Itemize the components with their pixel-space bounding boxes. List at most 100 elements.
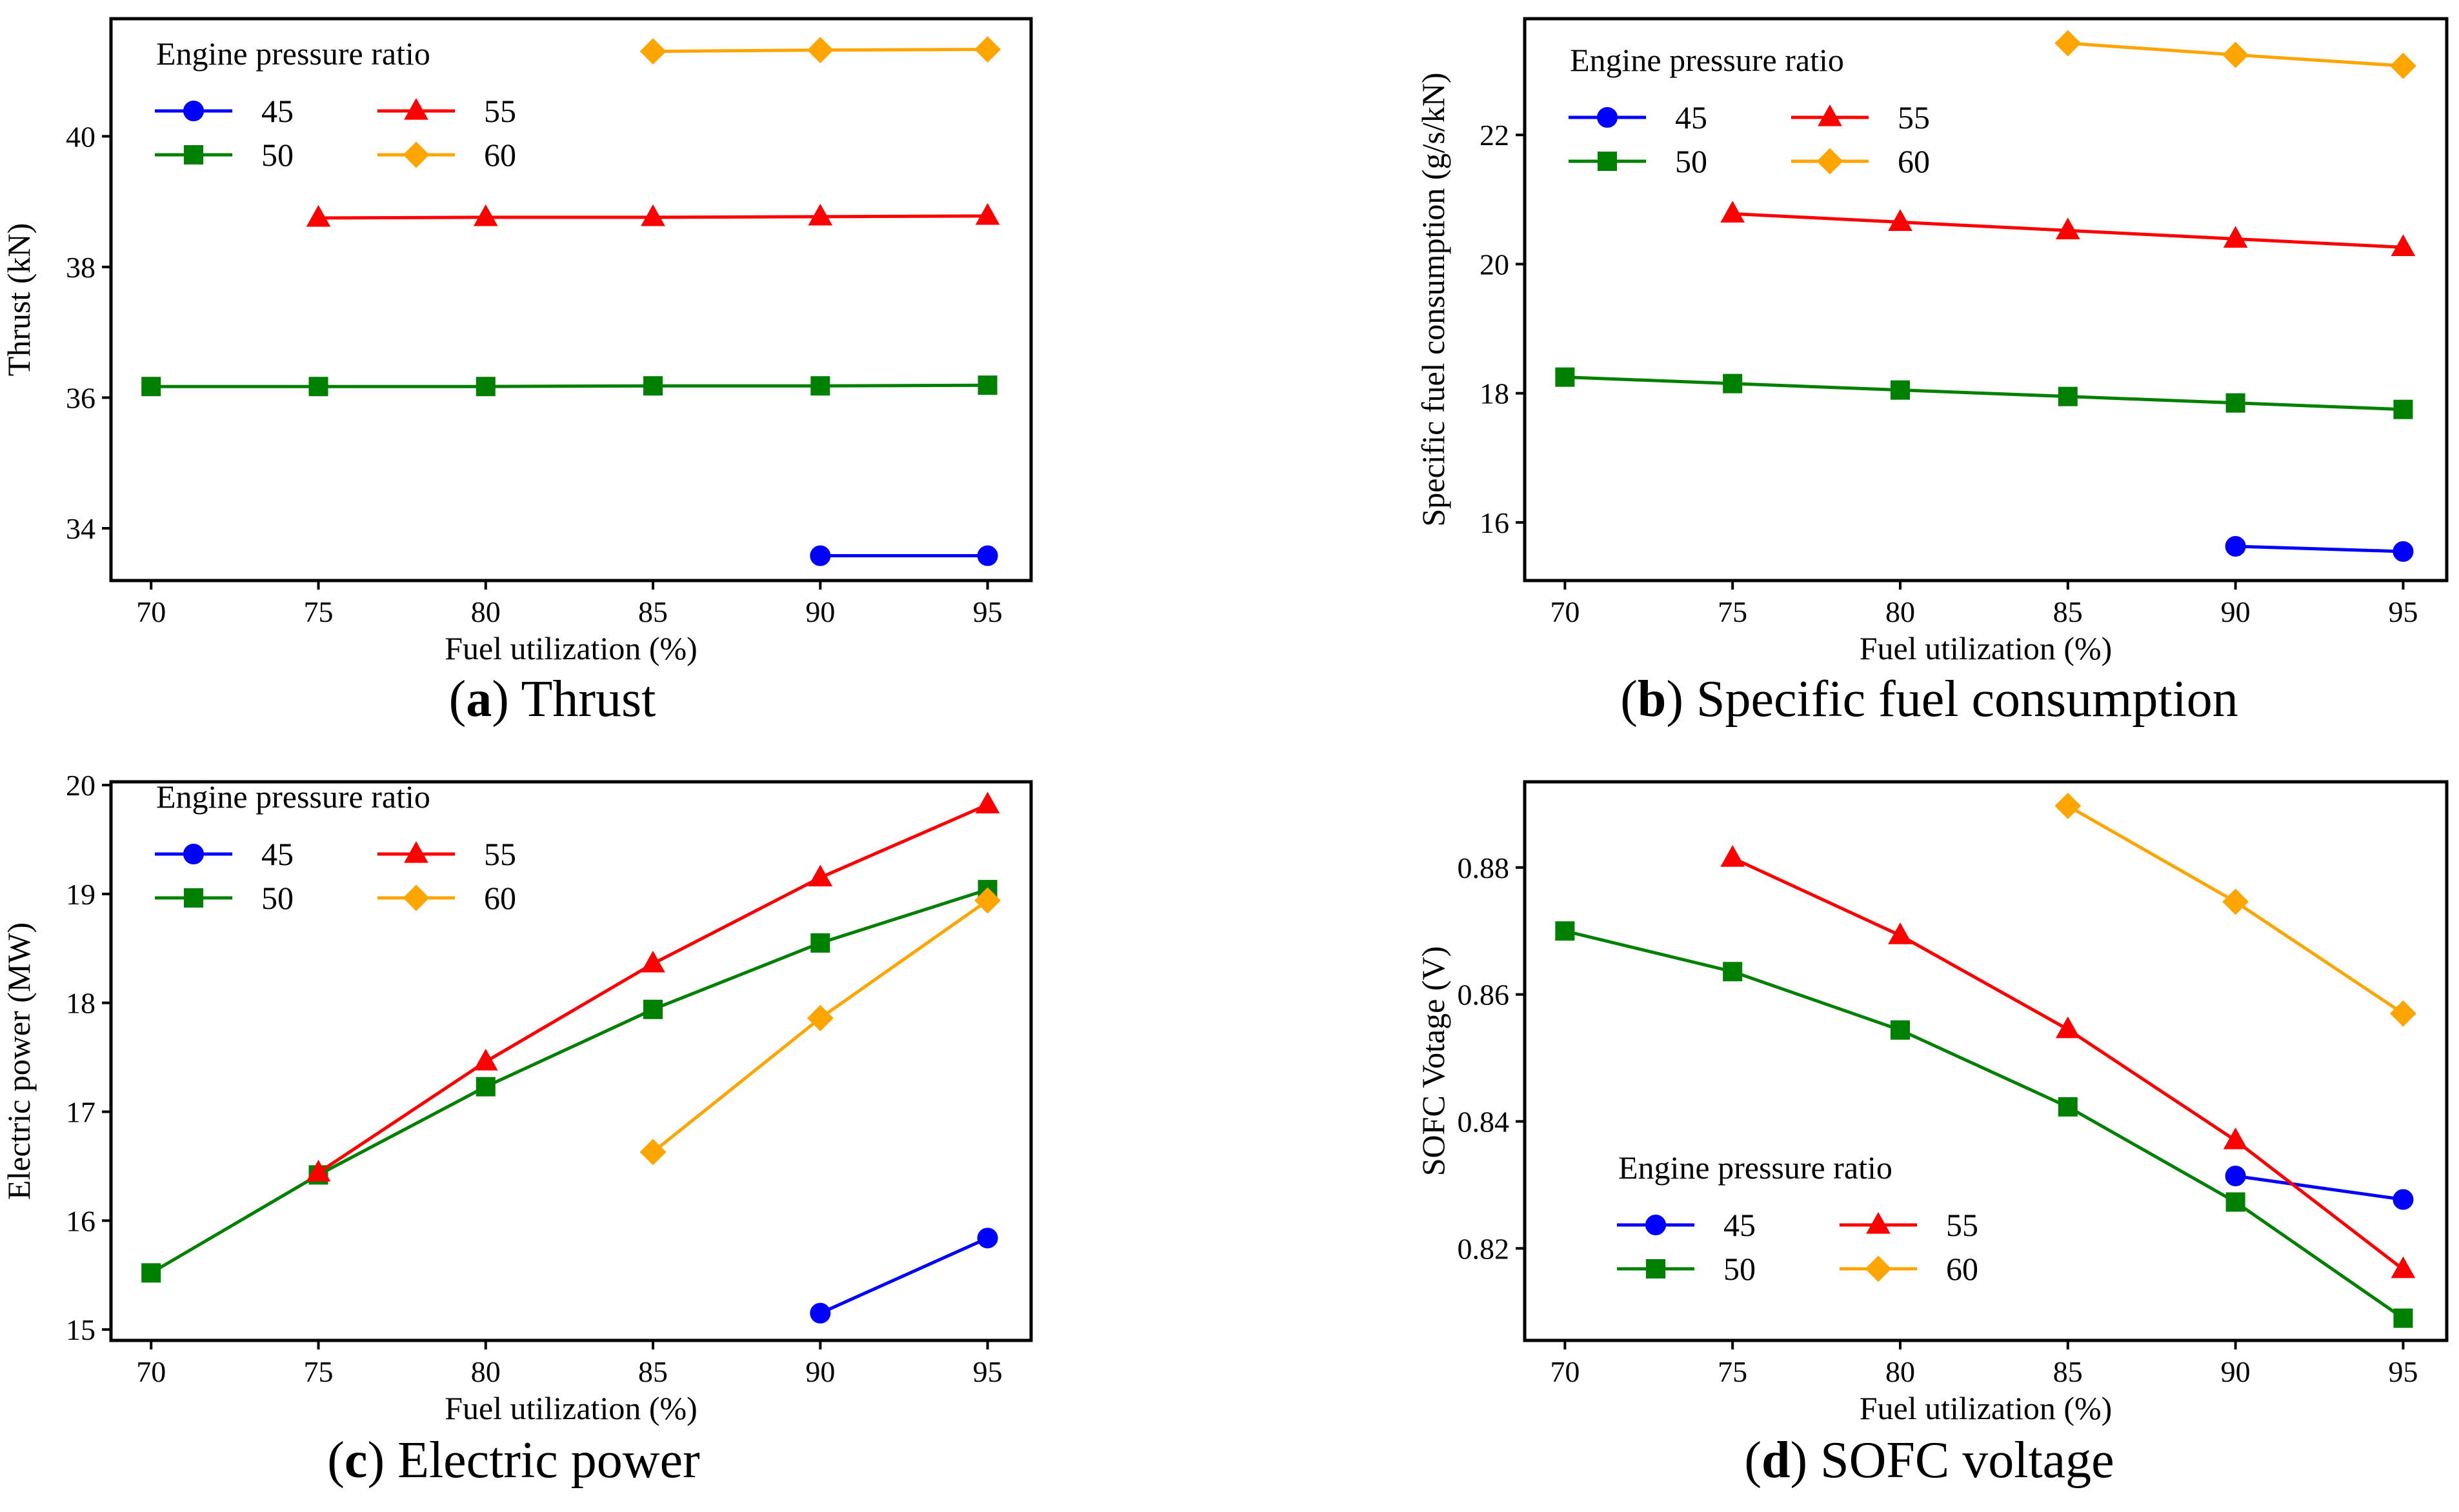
caption-text: Thrust — [521, 671, 656, 728]
data-point-50 — [476, 1077, 496, 1097]
legend-label: 55 — [1946, 1207, 1978, 1243]
data-point-55 — [808, 203, 833, 226]
caption-open-paren: ( — [327, 1432, 345, 1489]
x-axis-title: Fuel utilization (%) — [1860, 1390, 2113, 1426]
legend-marker — [1865, 1255, 1892, 1282]
x-tick-label: 95 — [973, 1355, 1003, 1388]
x-tick-label: 70 — [1550, 1355, 1580, 1388]
caption-open-paren: ( — [449, 671, 467, 728]
caption-letter: b — [1638, 671, 1667, 728]
panel-caption: (a) Thrust — [449, 671, 656, 728]
y-tick-label: 16 — [66, 1204, 95, 1237]
data-point-55 — [2223, 226, 2248, 248]
x-tick-label: 85 — [2053, 1355, 2083, 1388]
chart-panel-c: 70 75 80 85 90 95 15 16 17 18 19 20 Fuel utilization… — [1, 769, 1033, 1489]
series-line-55 — [1732, 856, 2404, 1271]
data-point-55 — [1888, 922, 1912, 944]
x-tick-label: 95 — [973, 595, 1003, 628]
series-50 — [141, 375, 998, 397]
x-tick-label: 80 — [471, 1355, 501, 1388]
data-point-55 — [473, 204, 498, 226]
data-point-50 — [1723, 962, 1743, 982]
data-point-55 — [641, 204, 665, 226]
panel-caption: (d) SOFC voltage — [1744, 1432, 2114, 1489]
data-point-60 — [807, 1004, 834, 1031]
caption-close-paren: ) — [492, 671, 521, 728]
legend-label: 60 — [484, 137, 516, 173]
y-tick-label: 0.88 — [1458, 851, 1510, 884]
legend-marker — [1818, 104, 1842, 126]
legend-label: 55 — [484, 93, 516, 129]
legend-label: 50 — [261, 137, 294, 173]
x-tick-label: 95 — [2388, 1355, 2418, 1388]
data-point-50 — [643, 999, 663, 1019]
y-tick-label: 18 — [1480, 377, 1509, 410]
legend-entry-45: 45 — [1617, 1207, 1756, 1243]
legend-entry-50: 50 — [155, 880, 294, 916]
y-tick-label: 16 — [1480, 506, 1509, 539]
x-tick-label: 90 — [805, 595, 835, 628]
data-point-55 — [1888, 209, 1912, 231]
caption-open-paren: ( — [1744, 1432, 1761, 1489]
legend-label: 60 — [484, 880, 516, 916]
data-point-55 — [2391, 1256, 2416, 1278]
data-point-60 — [2222, 888, 2249, 915]
data-point-55 — [2223, 1127, 2248, 1149]
series-45 — [2225, 1166, 2414, 1210]
data-point-50 — [643, 376, 663, 396]
y-tick-label: 22 — [1480, 119, 1509, 152]
series-45 — [810, 545, 998, 566]
data-point-50 — [308, 377, 328, 397]
legend-marker — [183, 844, 204, 864]
caption-text: Specific fuel consumption — [1696, 671, 2238, 728]
data-point-50 — [1555, 367, 1575, 387]
data-point-55 — [1720, 845, 1745, 867]
series-60 — [639, 887, 1001, 1166]
series-45 — [810, 1228, 998, 1324]
series-60 — [2054, 30, 2416, 79]
data-point-50 — [810, 933, 830, 953]
plot-frame — [109, 780, 1033, 1342]
legend-marker — [183, 101, 204, 121]
data-point-60 — [974, 887, 1001, 914]
legend-marker — [1645, 1215, 1666, 1235]
data-point-55 — [2056, 217, 2080, 239]
legend-title: Engine pressure ratio — [156, 779, 430, 815]
caption-close-paren: ) — [1666, 671, 1696, 728]
series-45 — [2225, 535, 2414, 562]
data-point-60 — [974, 36, 1001, 63]
data-point-55 — [975, 791, 1000, 814]
x-tick-label: 80 — [1885, 595, 1915, 628]
series-55 — [1720, 845, 2416, 1278]
y-tick-label: 40 — [66, 120, 95, 153]
caption-letter: d — [1761, 1432, 1791, 1489]
legend-entry-50: 50 — [1569, 143, 1707, 179]
y-tick-label: 0.82 — [1458, 1232, 1510, 1265]
legend-entry-55: 55 — [377, 93, 516, 129]
caption-open-paren: ( — [1620, 671, 1638, 728]
series-line-45 — [2235, 544, 2404, 553]
legend-label: 50 — [1675, 143, 1707, 179]
x-axis-title: Fuel utilization (%) — [445, 630, 698, 666]
legend-marker — [403, 884, 430, 911]
x-tick-label: 85 — [638, 1355, 668, 1388]
data-point-50 — [810, 376, 830, 396]
x-tick-label: 70 — [136, 595, 166, 628]
legend-marker — [1866, 1211, 1891, 1234]
data-point-50 — [2225, 1192, 2245, 1212]
panel-caption: (c) Electric power — [327, 1432, 699, 1489]
legend-title: Engine pressure ratio — [1570, 42, 1844, 78]
x-tick-label: 75 — [303, 595, 333, 628]
y-tick-label: 0.86 — [1458, 979, 1510, 1011]
caption-letter: a — [466, 671, 492, 728]
data-point-45 — [810, 545, 831, 566]
plot-frame — [1523, 780, 2449, 1342]
data-point-50 — [978, 375, 998, 395]
legend-label: 45 — [1723, 1207, 1756, 1243]
legend-marker — [1597, 107, 1618, 128]
legend-entry-45: 45 — [155, 836, 294, 872]
x-tick-label: 75 — [1718, 595, 1747, 628]
legend-label: 50 — [1723, 1251, 1756, 1287]
data-point-50 — [2393, 1308, 2413, 1328]
legend-marker — [403, 141, 430, 168]
